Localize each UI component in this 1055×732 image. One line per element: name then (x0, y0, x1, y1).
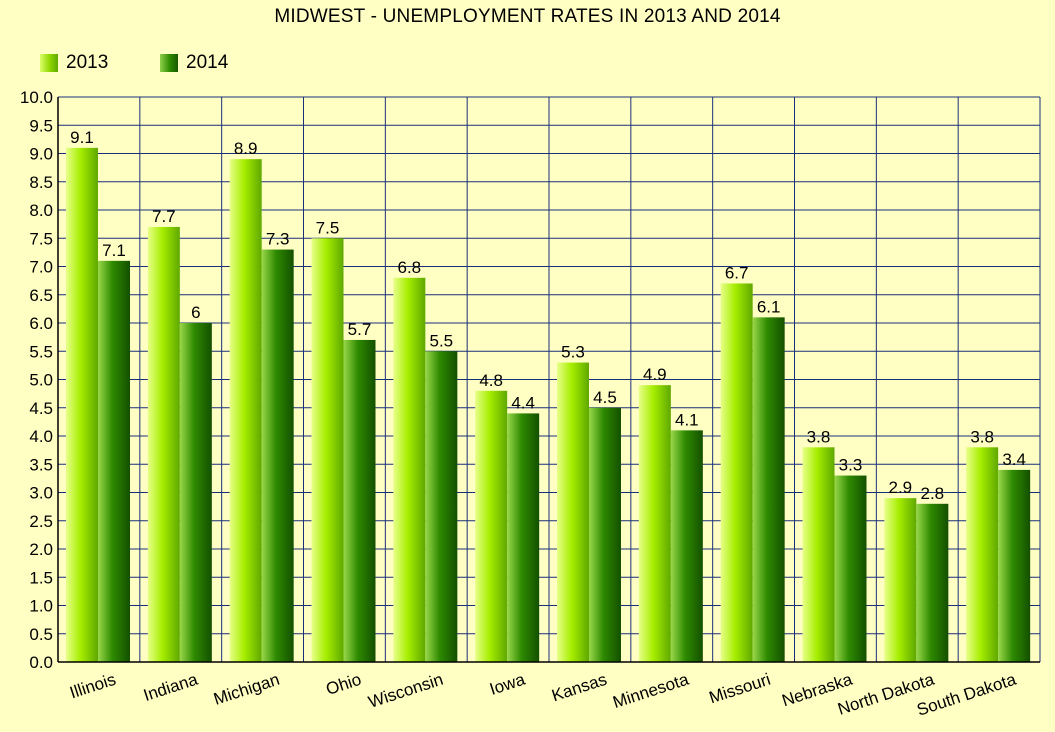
x-tick-label: Indiana (141, 670, 200, 705)
y-tick-label: 5.0 (29, 371, 53, 390)
y-tick-label: 2.0 (29, 540, 53, 559)
data-label: 4.4 (511, 393, 535, 412)
x-tick-label: Missouri (707, 670, 773, 708)
data-label: 2.9 (889, 478, 913, 497)
grid (57, 96, 1041, 663)
y-tick-label: 8.0 (29, 201, 53, 220)
x-tick-label: Minnesota (611, 670, 692, 712)
data-label: 4.9 (643, 365, 667, 384)
y-tick-label: 0.5 (29, 625, 53, 644)
chart-title: MIDWEST - UNEMPLOYMENT RATES IN 2013 AND… (274, 6, 781, 27)
y-tick-label: 1.0 (29, 597, 53, 616)
data-label: 2.8 (921, 484, 945, 503)
data-label: 6.7 (725, 263, 749, 282)
y-tick-label: 8.5 (29, 173, 53, 192)
y-tick-label: 9.0 (29, 145, 53, 164)
bar-2013-wisconsin (393, 277, 426, 662)
data-label: 6.8 (398, 258, 422, 277)
bar-2014-michigan (261, 249, 294, 663)
data-label: 3.3 (839, 456, 863, 475)
y-tick-label: 9.5 (29, 116, 53, 135)
bar-2014-indiana (179, 323, 212, 662)
y-tick-label: 0.0 (29, 653, 53, 672)
x-tick-label: Iowa (487, 670, 528, 699)
bar-2013-illinois (66, 147, 98, 663)
data-label: 3.8 (970, 427, 994, 446)
bar-2013-ohio (311, 238, 344, 662)
y-tick-label: 10.0 (20, 88, 53, 107)
data-label: 9.1 (70, 128, 94, 147)
data-label: 4.8 (479, 371, 503, 390)
y-tick-label: 6.0 (29, 314, 53, 333)
data-label: 6 (191, 303, 200, 322)
data-label: 3.8 (807, 427, 831, 446)
bar-2014-north-dakota (916, 503, 949, 662)
legend-label-2014: 2014 (186, 52, 229, 73)
bar-2014-illinois (98, 260, 130, 662)
data-labels: 9.1 7.1 7.7 6 8.9 7.3 7.5 5.7 6.8 5.5 4.8 4.4 5.3 4.5… (70, 128, 1026, 503)
data-label: 5.7 (348, 320, 372, 339)
bar-2014-minnesota (670, 430, 703, 662)
data-label: 7.3 (266, 230, 290, 249)
y-tick-label: 1.5 (29, 568, 53, 587)
bar-2013-minnesota (638, 385, 671, 662)
bars (66, 147, 1031, 663)
x-tick-label: Illinois (67, 670, 118, 703)
data-label: 7.1 (102, 241, 126, 260)
bar-2014-south-dakota (998, 469, 1031, 662)
bar-2013-kansas (557, 362, 589, 662)
data-label: 6.1 (757, 297, 781, 316)
data-label: 8.9 (234, 139, 258, 158)
legend-swatch-2014 (160, 54, 178, 72)
data-label: 4.5 (593, 388, 617, 407)
x-tick-label: Wisconsin (366, 670, 446, 712)
y-tick-label: 5.5 (29, 342, 53, 361)
bar-2014-iowa (507, 413, 540, 662)
bar-2013-south-dakota (966, 447, 999, 662)
bar-2014-wisconsin (425, 351, 458, 662)
data-label: 4.1 (675, 410, 699, 429)
x-tick-label: Michigan (211, 670, 282, 709)
legend-label-2013: 2013 (66, 52, 109, 73)
data-label: 3.4 (1002, 450, 1026, 469)
legend-swatch-2013 (40, 54, 58, 72)
legend-item-2013: 2013 (40, 52, 108, 74)
y-tick-label: 7.0 (29, 258, 53, 277)
y-tick-label: 4.0 (29, 427, 53, 446)
bar-2013-michigan (229, 159, 262, 662)
bar-2013-nebraska (802, 447, 835, 662)
x-tick-label: Ohio (324, 670, 364, 699)
bar-2013-iowa (475, 390, 508, 662)
x-tick-label: Kansas (549, 670, 609, 706)
bar-2013-north-dakota (884, 498, 917, 662)
data-label: 7.5 (316, 218, 340, 237)
bar-2013-missouri (720, 283, 753, 662)
bar-2014-ohio (343, 339, 376, 662)
data-label: 7.7 (152, 207, 176, 226)
y-tick-label: 7.5 (29, 229, 53, 248)
bar-2013-indiana (147, 226, 180, 662)
data-label: 5.5 (430, 331, 454, 350)
y-tick-label: 6.5 (29, 286, 53, 305)
bar-2014-kansas (589, 407, 621, 662)
bar-2014-nebraska (834, 475, 867, 662)
data-label: 5.3 (561, 343, 585, 362)
y-tick-label: 3.5 (29, 455, 53, 474)
y-tick-label: 4.5 (29, 399, 53, 418)
y-tick-label: 2.5 (29, 512, 53, 531)
bar-2014-missouri (752, 317, 785, 662)
y-tick-label: 3.0 (29, 484, 53, 503)
legend-item-2014: 2014 (160, 52, 228, 74)
